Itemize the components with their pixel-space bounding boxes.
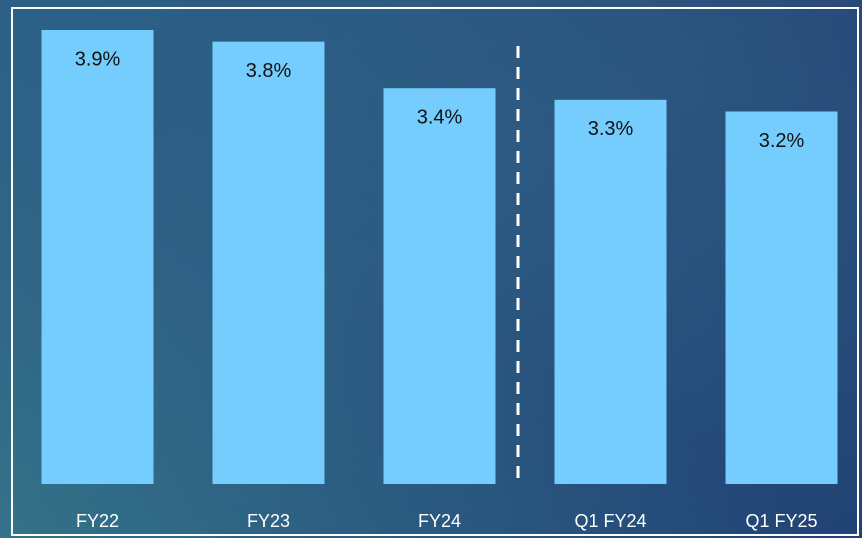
x-tick-label: Q1 FY25 (745, 511, 817, 531)
x-tick-label: FY23 (247, 511, 290, 531)
bar (212, 41, 325, 485)
value-label: 3.2% (759, 130, 805, 152)
x-tick-label: Q1 FY24 (574, 511, 646, 531)
value-label: 3.8% (246, 60, 292, 82)
value-label: 3.4% (417, 106, 463, 128)
bar (41, 30, 154, 484)
bar (383, 88, 496, 484)
value-label: 3.9% (75, 48, 121, 70)
value-label: 3.3% (588, 118, 634, 140)
bar (554, 99, 667, 484)
x-tick-label: FY24 (418, 511, 461, 531)
x-tick-label: FY22 (76, 511, 119, 531)
bar (725, 111, 838, 484)
frame (11, 7, 859, 536)
